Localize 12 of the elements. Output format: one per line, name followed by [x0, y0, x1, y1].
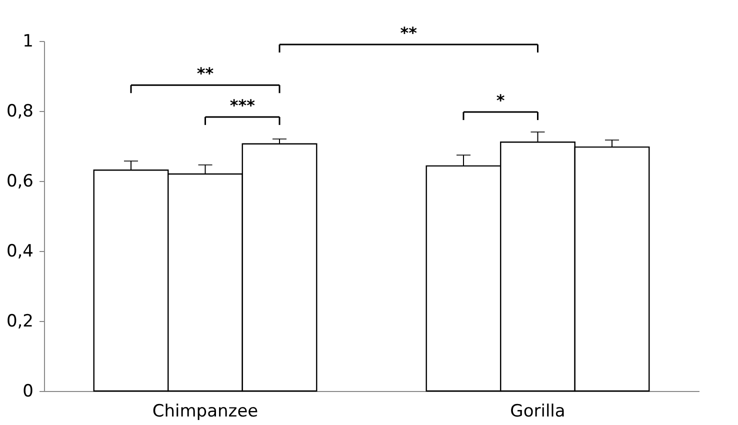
y-tick-label: 0,4: [6, 242, 34, 262]
annotation: **: [196, 64, 214, 84]
annotation: **: [400, 24, 418, 42]
y-tick-label: 0,2: [6, 312, 34, 332]
y-tick-label: 0,8: [6, 102, 34, 122]
y-tick-label: 1: [22, 32, 34, 52]
x-tick-label: Gorilla: [510, 402, 566, 422]
x-tick-label: Chimpanzee: [152, 402, 258, 422]
y-tick-label: 0,6: [6, 172, 34, 192]
y-tick-label: 0: [22, 382, 34, 402]
annotation: *: [496, 91, 506, 110]
annotation: ***: [230, 96, 256, 115]
